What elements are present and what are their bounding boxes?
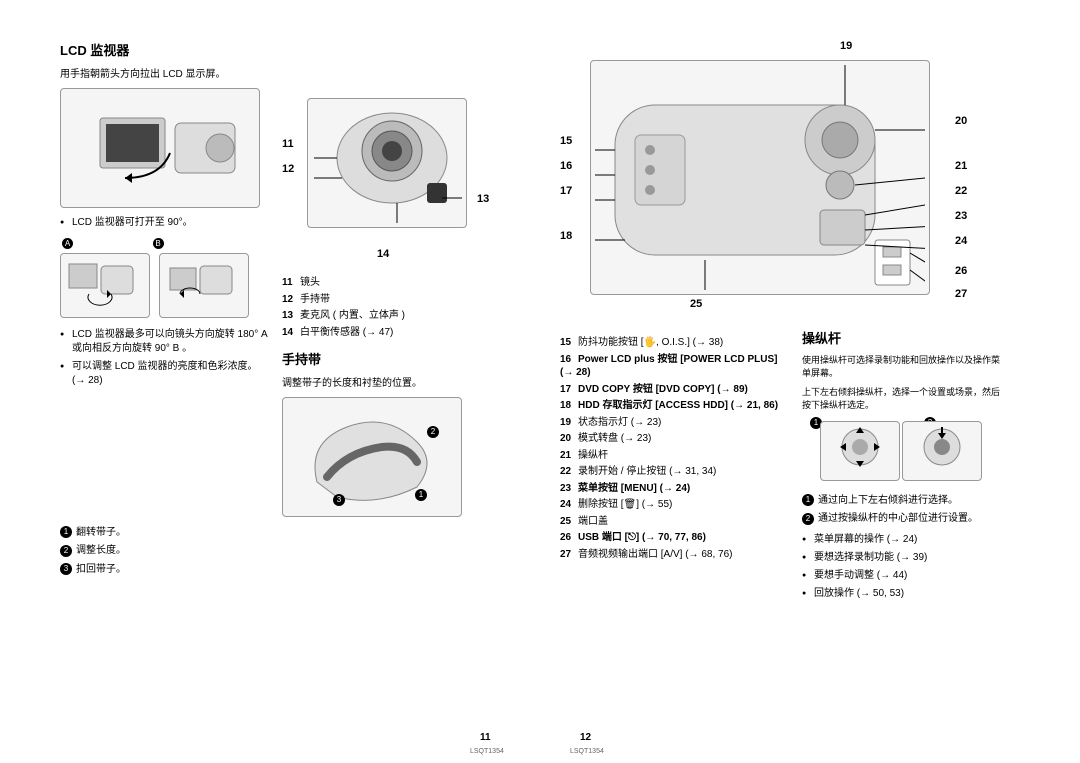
camera-lcd-icon bbox=[70, 98, 250, 198]
callout-18: 18 bbox=[560, 230, 572, 242]
page-code-right: LSQT1354 bbox=[570, 748, 604, 755]
strap-mark-1: 1 bbox=[415, 489, 427, 501]
figure-rotate-a bbox=[60, 253, 150, 318]
note-open90: LCD 监视器可打开至 90°。 bbox=[60, 216, 270, 230]
joystick-tips: 1通过向上下左右倾斜进行选择。 2通过按操纵杆的中心部位进行设置。 bbox=[802, 491, 1000, 525]
page-right: 15 16 17 18 25 19 20 21 22 23 24 26 27 bbox=[540, 40, 1020, 621]
camera-side-icon bbox=[595, 65, 925, 290]
figure-lcd-open bbox=[60, 88, 260, 208]
callout-23: 23 bbox=[955, 210, 967, 222]
figure-rotate-b bbox=[159, 253, 249, 318]
callout-21: 21 bbox=[955, 160, 967, 172]
callout-25: 25 bbox=[690, 298, 702, 310]
note-brightness: 可以调整 LCD 监视器的亮度和色彩浓度。(→ 28) bbox=[60, 360, 270, 388]
figure-joystick-tilt bbox=[820, 421, 900, 481]
lcd-title: LCD 监视器 bbox=[60, 40, 500, 59]
strap-subtitle: 调整带子的长度和衬垫的位置。 bbox=[282, 374, 492, 389]
callout-15: 15 bbox=[560, 135, 572, 147]
callout-26: 26 bbox=[955, 265, 967, 277]
callout-27: 27 bbox=[955, 288, 967, 300]
strap-mark-3: 3 bbox=[333, 494, 345, 506]
callout-13: 13 bbox=[477, 193, 489, 205]
callout-16: 16 bbox=[560, 160, 572, 172]
callout-12: 12 bbox=[282, 163, 294, 175]
camera-front-icon bbox=[312, 103, 462, 223]
lcd-subtitle: 用手指朝箭头方向拉出 LCD 显示屏。 bbox=[60, 65, 500, 80]
strap-mark-2: 2 bbox=[427, 426, 439, 438]
strap-steps: 1翻转带子。 2调整长度。 3扣回带子。 bbox=[60, 523, 500, 575]
callout-14: 14 bbox=[377, 248, 389, 260]
callout-24: 24 bbox=[955, 235, 967, 247]
hand-strap-icon bbox=[287, 402, 457, 512]
page-code-left: LSQT1354 bbox=[470, 748, 504, 755]
page-num-left: 11 bbox=[480, 732, 491, 743]
joystick-desc2: 上下左右倾斜操纵杆，选择一个设置或场景，然后按下操纵杆选定。 bbox=[802, 385, 1000, 411]
callout-19: 19 bbox=[840, 40, 852, 52]
figure-lens-front bbox=[307, 98, 467, 228]
callout-11: 11 bbox=[282, 138, 294, 150]
joystick-title: 操纵杆 bbox=[802, 328, 1000, 347]
side-legend: 15防抖功能按钮 [🖐, O.I.S.] (→ 38) 16Power LCD … bbox=[560, 336, 790, 561]
callout-20: 20 bbox=[955, 115, 967, 127]
page-left: LCD 监视器 用手指朝箭头方向拉出 LCD 显示屏。 LCD 监视器可打开至 … bbox=[40, 40, 520, 581]
callout-22: 22 bbox=[955, 185, 967, 197]
figure-joystick-press bbox=[902, 421, 982, 481]
note-rotate: LCD 监视器最多可以向镜头方向旋转 180° A 或向相反方向旋转 90° B… bbox=[60, 328, 270, 356]
page-num-right: 12 bbox=[580, 732, 591, 743]
callout-17: 17 bbox=[560, 185, 572, 197]
joystick-desc1: 使用操纵杆可选择录制功能和回放操作以及操作菜单屏幕。 bbox=[802, 353, 1000, 379]
strap-title: 手持带 bbox=[282, 349, 492, 368]
lens-legend: 11镜头 12手持带 13麦克风 ( 内置、立体声 ) 14白平衡传感器 (→ … bbox=[282, 276, 492, 339]
figure-strap: 2 1 3 bbox=[282, 397, 462, 517]
figure-camera-side bbox=[590, 60, 930, 295]
label-b: B bbox=[153, 238, 164, 249]
joystick-bullets: 菜单屏幕的操作 (→ 24) 要想选择录制功能 (→ 39) 要想手动调整 (→… bbox=[802, 533, 1000, 601]
ab-figure-row: A B bbox=[60, 238, 270, 318]
joystick-figures: 1 2 bbox=[802, 421, 1000, 481]
label-a: A bbox=[62, 238, 73, 249]
